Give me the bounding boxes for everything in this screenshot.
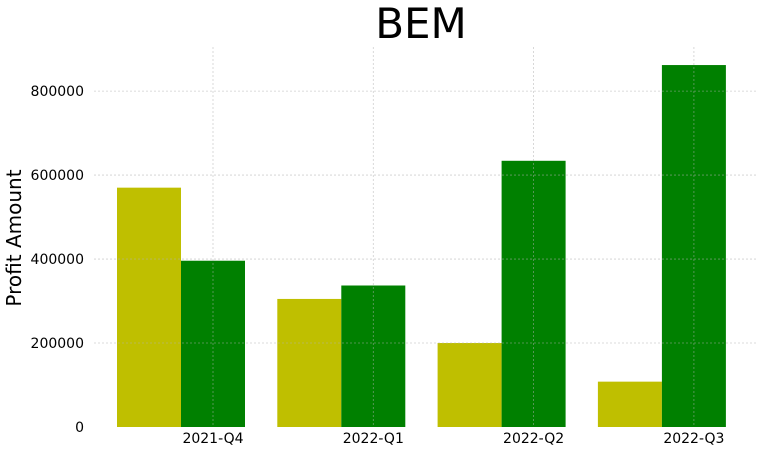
y-tick-label: 400000 <box>31 252 84 268</box>
y-tick-label: 200000 <box>31 336 84 352</box>
x-tick-label: 2022-Q3 <box>663 431 724 447</box>
bars <box>117 65 726 428</box>
y-axis-ticks: 0 200000 400000 600000 800000 <box>31 84 84 436</box>
bar <box>501 160 566 428</box>
bar <box>437 343 502 427</box>
y-tick-label: 800000 <box>31 84 84 100</box>
chart-title: BEM <box>375 0 467 48</box>
bar <box>597 381 662 427</box>
y-axis-label: Profit Amount <box>2 169 26 306</box>
y-tick-label: 600000 <box>31 168 84 184</box>
y-tick-label: 0 <box>75 420 84 436</box>
x-tick-label: 2022-Q1 <box>343 431 404 447</box>
bar <box>117 187 181 427</box>
bar <box>277 298 342 427</box>
x-tick-label: 2021-Q4 <box>182 431 243 447</box>
grid <box>94 47 758 427</box>
x-axis-ticks: 2021-Q4 2022-Q1 2022-Q2 2022-Q3 <box>182 431 724 447</box>
x-tick-label: 2022-Q2 <box>503 431 564 447</box>
bar <box>661 65 726 428</box>
